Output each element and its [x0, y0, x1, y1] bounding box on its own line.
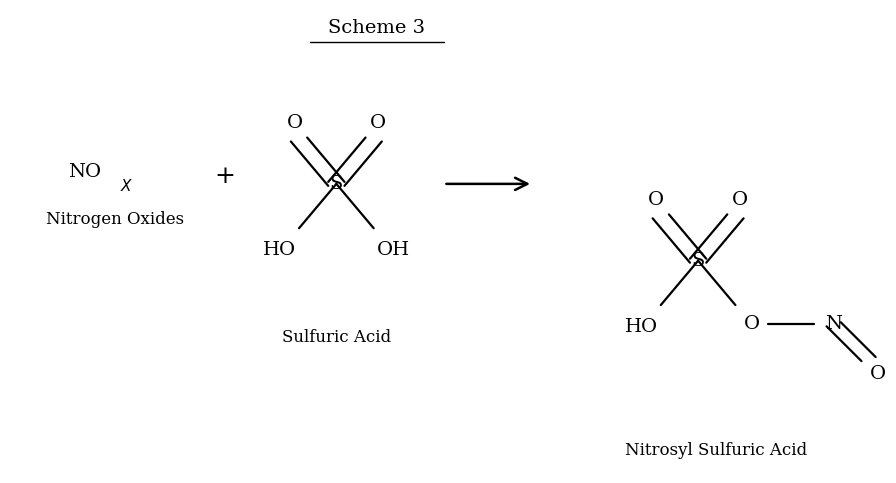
Text: HO: HO: [263, 241, 296, 259]
Text: NO: NO: [68, 163, 101, 181]
Text: S: S: [330, 175, 343, 193]
Text: O: O: [869, 366, 885, 384]
Text: $\mathit{X}$: $\mathit{X}$: [120, 178, 134, 194]
Text: Scheme 3: Scheme 3: [328, 19, 425, 37]
Text: O: O: [648, 190, 664, 209]
Text: HO: HO: [625, 318, 658, 336]
Text: O: O: [744, 315, 760, 333]
Text: OH: OH: [376, 241, 409, 259]
Text: O: O: [287, 114, 303, 132]
Text: S: S: [692, 252, 705, 270]
Text: Sulfuric Acid: Sulfuric Acid: [281, 329, 391, 346]
Text: O: O: [370, 114, 386, 132]
Text: O: O: [732, 190, 748, 209]
Text: Nitrosyl Sulfuric Acid: Nitrosyl Sulfuric Acid: [625, 442, 807, 459]
Text: N: N: [825, 315, 842, 333]
Text: +: +: [214, 165, 235, 188]
Text: Nitrogen Oxides: Nitrogen Oxides: [46, 212, 185, 228]
